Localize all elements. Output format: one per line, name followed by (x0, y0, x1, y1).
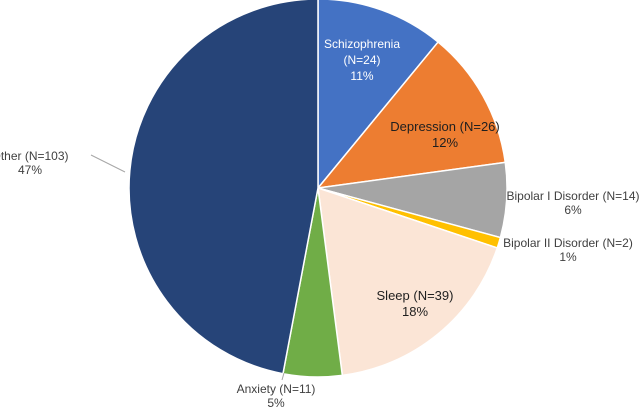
slice-label-schizophrenia: Schizophrenia (N=24) 11% (324, 37, 400, 83)
pie-slice-schizophrenia (317, 0, 440, 191)
leader-line-other (90, 154, 126, 173)
slice-label-anxiety: Anxiety (N=11) 5% (237, 382, 316, 410)
slice-label-bipolar-ii-disorder: Bipolar II Disorder (N=2) 1% (503, 236, 633, 264)
leader-lines (90, 154, 285, 381)
slice-label-depression: Depression (N=26) 12% (390, 119, 499, 150)
slice-label-bipolar-i-disorder: Bipolar I Disorder (N=14) 6% (506, 189, 639, 217)
slice-labels: Schizophrenia (N=24) 11% Depression (N=26) 1… (0, 37, 640, 410)
pie-slice-depression (316, 41, 507, 190)
leader-line-anxiety (281, 372, 285, 381)
pie-slice-sleep (317, 186, 499, 377)
pie-slice-other (128, 0, 319, 375)
slice-label-sleep: Sleep (N=39) 18% (377, 288, 454, 319)
pie-slices (128, 0, 508, 378)
slice-label-other: Other (N=103)47% (0, 149, 69, 177)
